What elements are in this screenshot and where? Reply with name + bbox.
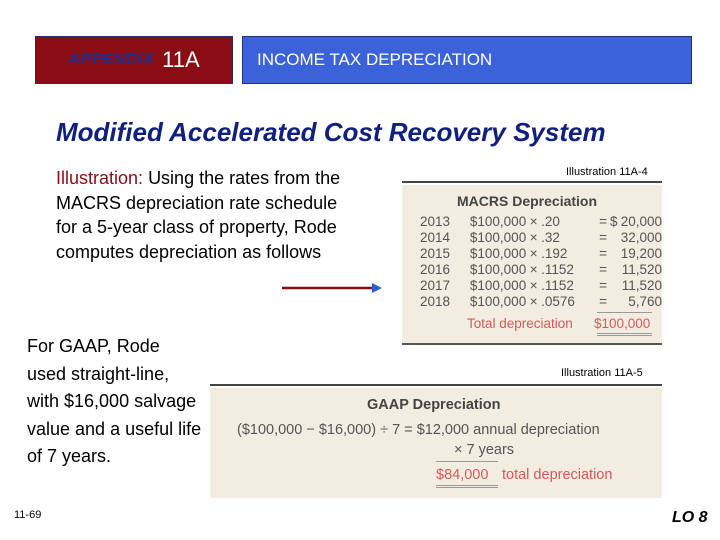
topic-title: INCOME TAX DEPRECIATION (257, 50, 493, 69)
learning-objective: LO 8 (672, 509, 708, 526)
table-row: 2017 $100,000 × .1152 = 11,520 (420, 277, 662, 293)
topic-header: INCOME TAX DEPRECIATION (242, 36, 692, 84)
macrs-total-value: $100,000 (594, 316, 651, 331)
gaap-annual-label: annual depreciation (473, 422, 600, 438)
year-cell: 2016 (420, 261, 451, 277)
gaap-line-annual: ($100,000 − $16,000) ÷ 7 = $12,000 annua… (237, 422, 600, 438)
value-cell: 11,520 (621, 261, 662, 277)
macrs-heading: MACRS Depreciation (457, 193, 598, 209)
year-cell: 2015 (420, 245, 451, 261)
amount-cell: $100,000 (469, 245, 527, 261)
times-sign: × (529, 277, 538, 293)
amount-cell: $100,000 (469, 229, 527, 245)
amount-cell: $100,000 (469, 261, 527, 277)
table-row: 2013 $100,000 × .20 = $ 20,000 (420, 213, 662, 229)
amount-cell: $100,000 (469, 293, 527, 309)
year-cell: 2017 (420, 277, 451, 293)
gaap-multiplier: × 7 (454, 442, 475, 458)
illustration-body: Using the rates from the MACRS depreciat… (56, 168, 341, 262)
amount-cell: $100,000 (469, 213, 527, 229)
equals-sign: = (599, 229, 607, 245)
appendix-number: 11A (162, 47, 200, 72)
times-sign: × (529, 213, 538, 229)
table-row: 2016 $100,000 × .1152 = 11,520 (420, 261, 662, 277)
value-cell: 19,200 (620, 245, 662, 261)
dollar-sign (610, 245, 620, 261)
rate-cell: .192 (541, 245, 568, 261)
dollar-sign (610, 261, 620, 277)
table-row: 2018 $100,000 × .0576 = 5,760 (420, 293, 662, 309)
appendix-header: APPENDIX 11A (35, 36, 233, 84)
macrs-table: 2013 $100,000 × .20 = $ 20,000 2014 $100… (420, 213, 662, 309)
illustration-lead: Illustration: (56, 168, 144, 188)
gaap-panel: GAAP Depreciation ($100,000 − $16,000) ÷… (210, 388, 662, 498)
dollar-sign (610, 229, 620, 245)
times-sign: × (529, 245, 538, 261)
equals-sign: = (599, 277, 607, 293)
equals-sign: = (599, 245, 607, 261)
equals-sign: = (599, 213, 607, 229)
gaap-formula: ($100,000 − $16,000) ÷ 7 = (237, 422, 413, 438)
total-double-rule (597, 333, 652, 336)
gaap-caption: Illustration 11A-5 (561, 367, 643, 379)
subtotal-rule (597, 312, 652, 313)
gaap-annual-value: $12,000 (416, 422, 470, 438)
rate-cell: .1152 (541, 277, 574, 293)
rate-cell: .20 (541, 213, 560, 229)
gaap-total-value: $84,000 (436, 467, 489, 483)
macrs-total-label: Total depreciation (467, 316, 573, 331)
illustration-text: Illustration: Using the rates from the M… (56, 166, 356, 264)
gaap-description: For GAAP, Rode used straight-line, with … (27, 336, 202, 467)
year-cell: 2018 (420, 293, 451, 309)
rate-cell: .0576 (541, 293, 575, 309)
table-row: 2015 $100,000 × .192 = 19,200 (420, 245, 662, 261)
gaap-double-rule (436, 485, 498, 488)
gaap-line-years: × 7 years (454, 442, 514, 458)
year-cell: 2014 (420, 229, 451, 245)
dollar-sign: $ (609, 213, 618, 229)
year-cell: 2013 (420, 213, 451, 229)
times-sign: × (529, 293, 538, 309)
value-cell: 20,000 (620, 213, 662, 229)
page-number: 11-69 (14, 509, 42, 521)
gaap-years-label: years (478, 442, 515, 458)
appendix-label: APPENDIX (68, 51, 155, 68)
times-sign: × (529, 229, 538, 245)
arrow-icon (282, 283, 382, 293)
slide-title: Modified Accelerated Cost Recovery Syste… (56, 117, 606, 147)
equals-sign: = (599, 293, 607, 309)
dollar-sign (610, 293, 620, 309)
gaap-top-rule (210, 384, 662, 386)
equals-sign: = (599, 261, 607, 277)
value-cell: 5,760 (628, 293, 662, 309)
macrs-top-rule (402, 181, 662, 183)
dollar-sign (610, 277, 620, 293)
times-sign: × (529, 261, 538, 277)
value-cell: 32,000 (620, 229, 662, 245)
amount-cell: $100,000 (469, 277, 527, 293)
gaap-subtotal-rule (436, 461, 498, 462)
gaap-heading: GAAP Depreciation (367, 397, 501, 413)
rate-cell: .1152 (541, 261, 574, 277)
table-row: 2014 $100,000 × .32 = 32,000 (420, 229, 662, 245)
gaap-total-label: total depreciation (502, 467, 613, 483)
macrs-caption: Illustration 11A-4 (566, 166, 648, 178)
rate-cell: .32 (541, 229, 560, 245)
macrs-table-panel: MACRS Depreciation 2013 $100,000 × .20 =… (402, 185, 662, 345)
value-cell: 11,520 (621, 277, 662, 293)
